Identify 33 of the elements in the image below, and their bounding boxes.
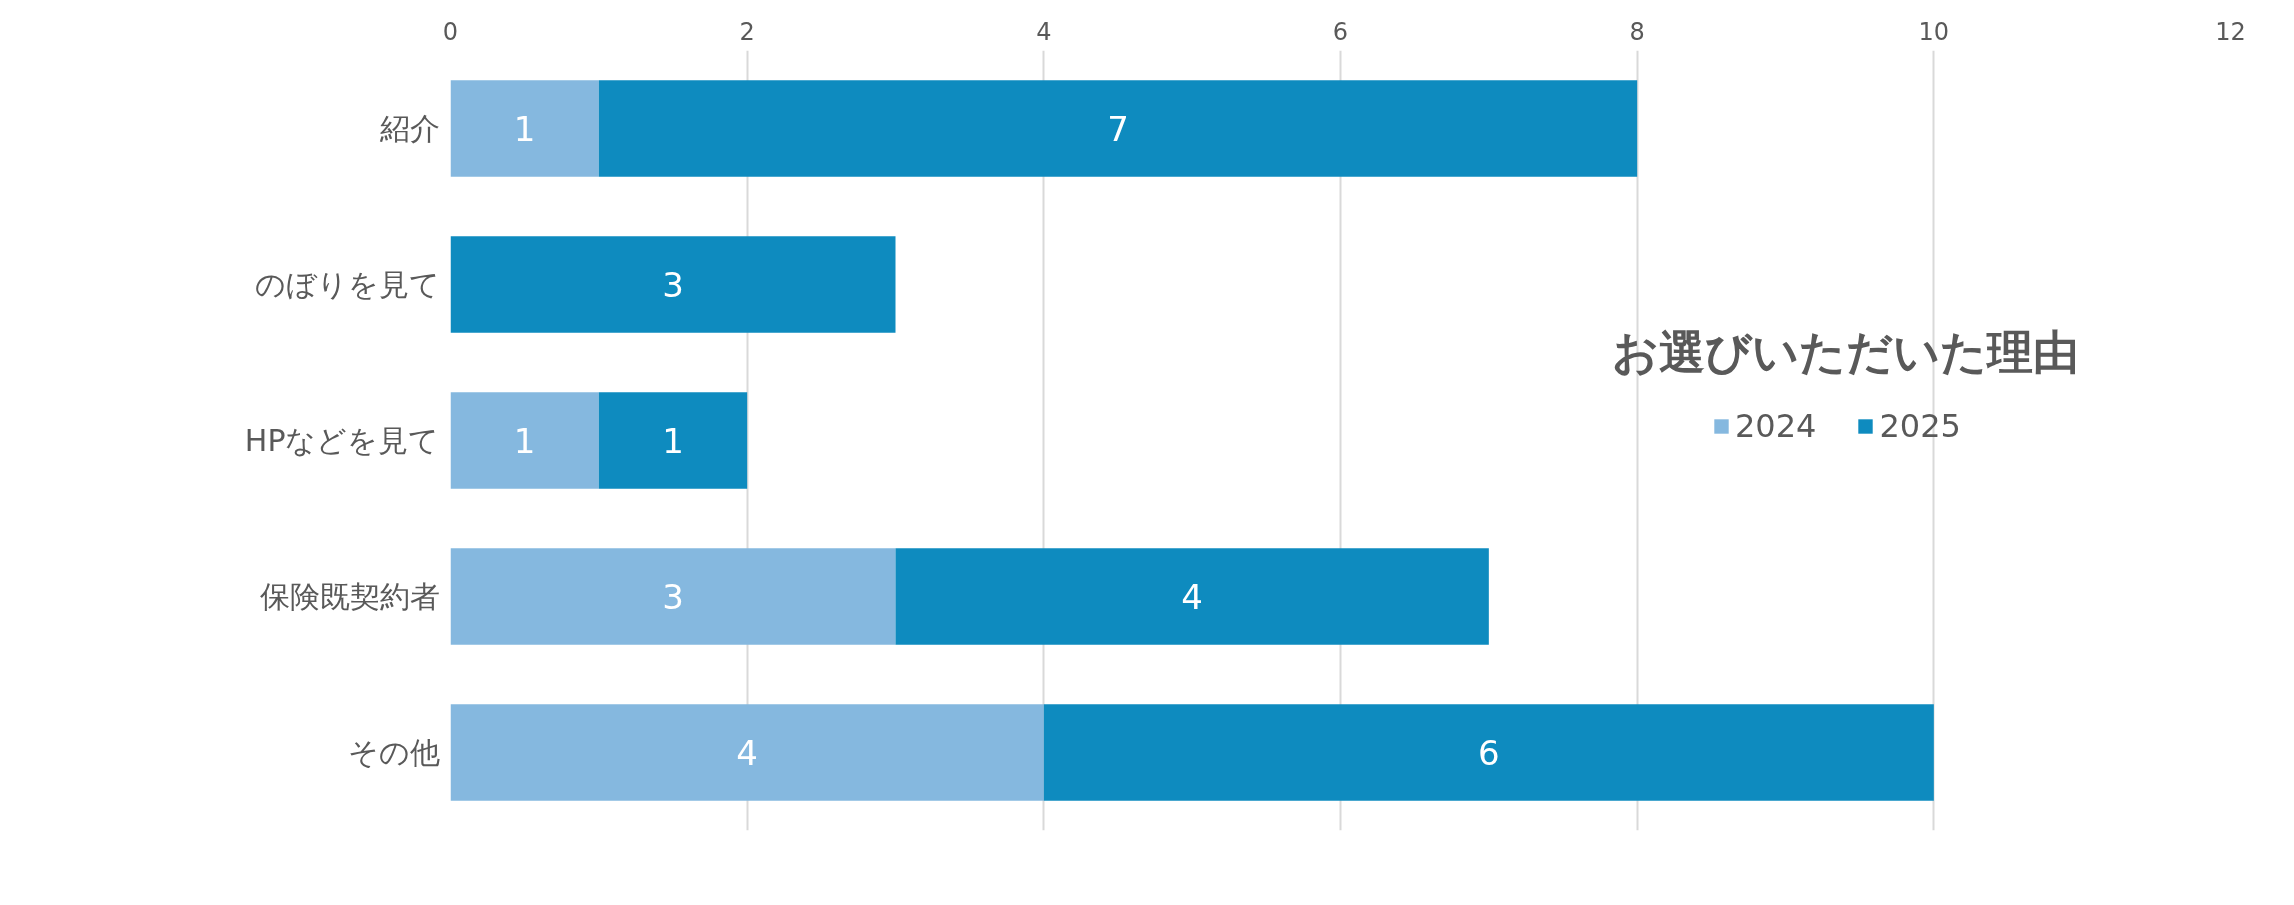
bar xyxy=(450,392,599,489)
data-label: 3 xyxy=(662,265,684,305)
data-label: 3 xyxy=(662,577,684,617)
data-label: 7 xyxy=(1107,109,1129,149)
bar xyxy=(450,704,1044,801)
y-tick-label: 保険既契約者 xyxy=(259,579,440,614)
x-tick-label: 2 xyxy=(739,17,755,46)
x-tick-label: 12 xyxy=(2215,17,2246,46)
text: お選びいただいた理由 xyxy=(1612,324,2079,379)
y-tick-label: HPなどを見て xyxy=(244,423,440,458)
legend-label: 2025 xyxy=(1879,407,1961,445)
data-label: 1 xyxy=(513,109,536,149)
x-tick-label: 4 xyxy=(1036,17,1052,46)
bar xyxy=(598,80,1638,177)
data-label: 6 xyxy=(1478,733,1500,773)
data-label: 4 xyxy=(1181,577,1203,617)
data-label: 1 xyxy=(662,421,684,461)
bar xyxy=(450,236,896,333)
x-tick-label: 0 xyxy=(442,17,459,46)
legend-label: 2024 xyxy=(1735,407,1817,445)
x-tick-label: 8 xyxy=(1629,17,1645,46)
y-tick-label: のぼりを見て xyxy=(254,267,440,302)
bar xyxy=(1043,704,1934,801)
y-tick-label: 紹介 xyxy=(378,111,440,146)
bar xyxy=(598,392,748,489)
data-label: 1 xyxy=(513,421,536,461)
bar xyxy=(450,80,599,177)
x-tick-label: 6 xyxy=(1332,17,1349,46)
x-tick-label: 10 xyxy=(1918,17,1950,46)
bar xyxy=(450,548,896,645)
data-label: 4 xyxy=(736,733,758,773)
y-tick-label: その他 xyxy=(347,735,440,770)
bar xyxy=(895,548,1489,645)
